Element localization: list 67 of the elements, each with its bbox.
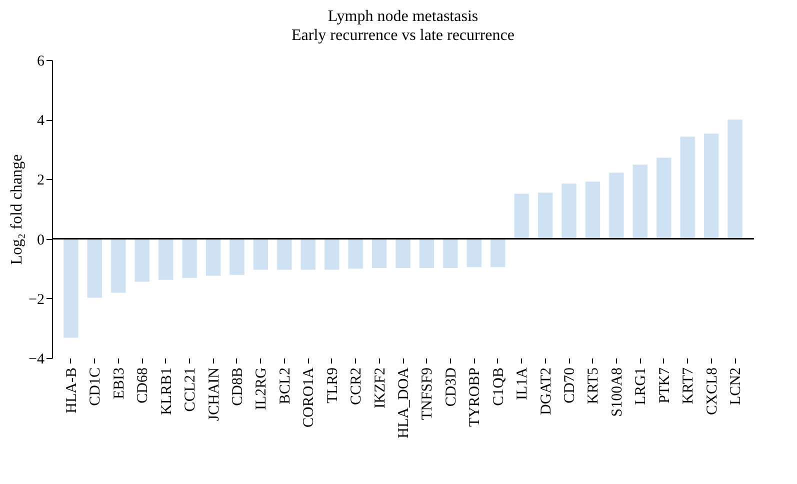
bar bbox=[87, 238, 102, 298]
y-axis-title: Log₂ fold change bbox=[8, 154, 26, 265]
x-tick-label: DGAT2 bbox=[538, 368, 554, 415]
x-tick-label: LCN2 bbox=[728, 368, 744, 405]
x-tick-label: CD3D bbox=[443, 367, 460, 407]
x-tick-label: IL1A bbox=[514, 367, 531, 400]
x-tick-label: TNFSF9 bbox=[420, 368, 436, 420]
bar bbox=[277, 238, 292, 270]
chart-subtitle: Early recurrence vs late recurrence bbox=[292, 27, 514, 44]
bar bbox=[158, 238, 174, 280]
x-tick-label: IKZF2 bbox=[372, 368, 388, 408]
bar bbox=[324, 238, 340, 270]
x-tick-label: JCHAIN bbox=[206, 367, 222, 421]
x-tick-label: KLRB1 bbox=[158, 368, 175, 416]
bar bbox=[111, 238, 126, 293]
x-tick-label: KRT5 bbox=[586, 368, 602, 404]
bar bbox=[562, 184, 576, 239]
chart-title: Lymph node metastasis bbox=[328, 8, 478, 25]
bar bbox=[490, 238, 506, 268]
bar bbox=[443, 238, 458, 268]
bar bbox=[64, 238, 78, 338]
bar bbox=[538, 192, 553, 239]
y-tick-label: −4 bbox=[28, 352, 45, 368]
y-tick-label: 0 bbox=[37, 232, 44, 248]
x-tick-label: HLA_DOA bbox=[396, 367, 412, 438]
bar bbox=[609, 172, 624, 239]
bar bbox=[656, 158, 672, 239]
bar bbox=[585, 182, 600, 239]
x-tick-label: TLR9 bbox=[324, 368, 341, 404]
bar bbox=[680, 136, 695, 239]
x-tick-label: S100A8 bbox=[609, 368, 626, 417]
x-tick-label: BCL2 bbox=[277, 368, 294, 404]
x-tick-label: CD1C bbox=[88, 368, 104, 406]
bar bbox=[419, 238, 434, 268]
x-tick-label: CD70 bbox=[562, 368, 578, 404]
x-tick-label: KRT7 bbox=[680, 367, 697, 404]
y-tick-label: 6 bbox=[37, 54, 45, 70]
x-tick-label: CD8B bbox=[230, 368, 246, 406]
x-tick-label: TYROBP bbox=[467, 368, 484, 427]
bar bbox=[514, 194, 529, 239]
x-tick-label: CD68 bbox=[135, 368, 152, 404]
bar bbox=[704, 134, 719, 239]
y-tick-label: 4 bbox=[37, 113, 45, 130]
x-tick-label: EBI3 bbox=[111, 368, 128, 400]
bar bbox=[632, 164, 648, 239]
x-tick-label: HLA-B bbox=[64, 368, 80, 414]
x-tick-label: CCL21 bbox=[182, 368, 199, 412]
bar bbox=[348, 238, 363, 269]
y-tick-label: 2 bbox=[37, 172, 44, 189]
bar bbox=[253, 238, 268, 270]
x-tick-label: PTK7 bbox=[656, 367, 673, 404]
x-tick-label: IL2RG bbox=[254, 367, 270, 410]
y-tick-label: −2 bbox=[28, 292, 44, 308]
bar bbox=[206, 238, 221, 276]
bar bbox=[182, 238, 197, 278]
x-tick-label: C1QB bbox=[490, 368, 507, 406]
x-tick-label: CORO1A bbox=[301, 367, 318, 428]
bar bbox=[230, 238, 244, 275]
bar bbox=[372, 238, 387, 268]
bar bbox=[300, 238, 316, 270]
x-tick-label: LRG1 bbox=[633, 368, 650, 405]
bar bbox=[396, 238, 410, 268]
x-tick-label: CCR2 bbox=[348, 368, 365, 406]
x-tick-label: CXCL8 bbox=[704, 368, 720, 416]
bar bbox=[728, 120, 742, 239]
bar bbox=[134, 238, 150, 282]
bar bbox=[466, 238, 482, 268]
